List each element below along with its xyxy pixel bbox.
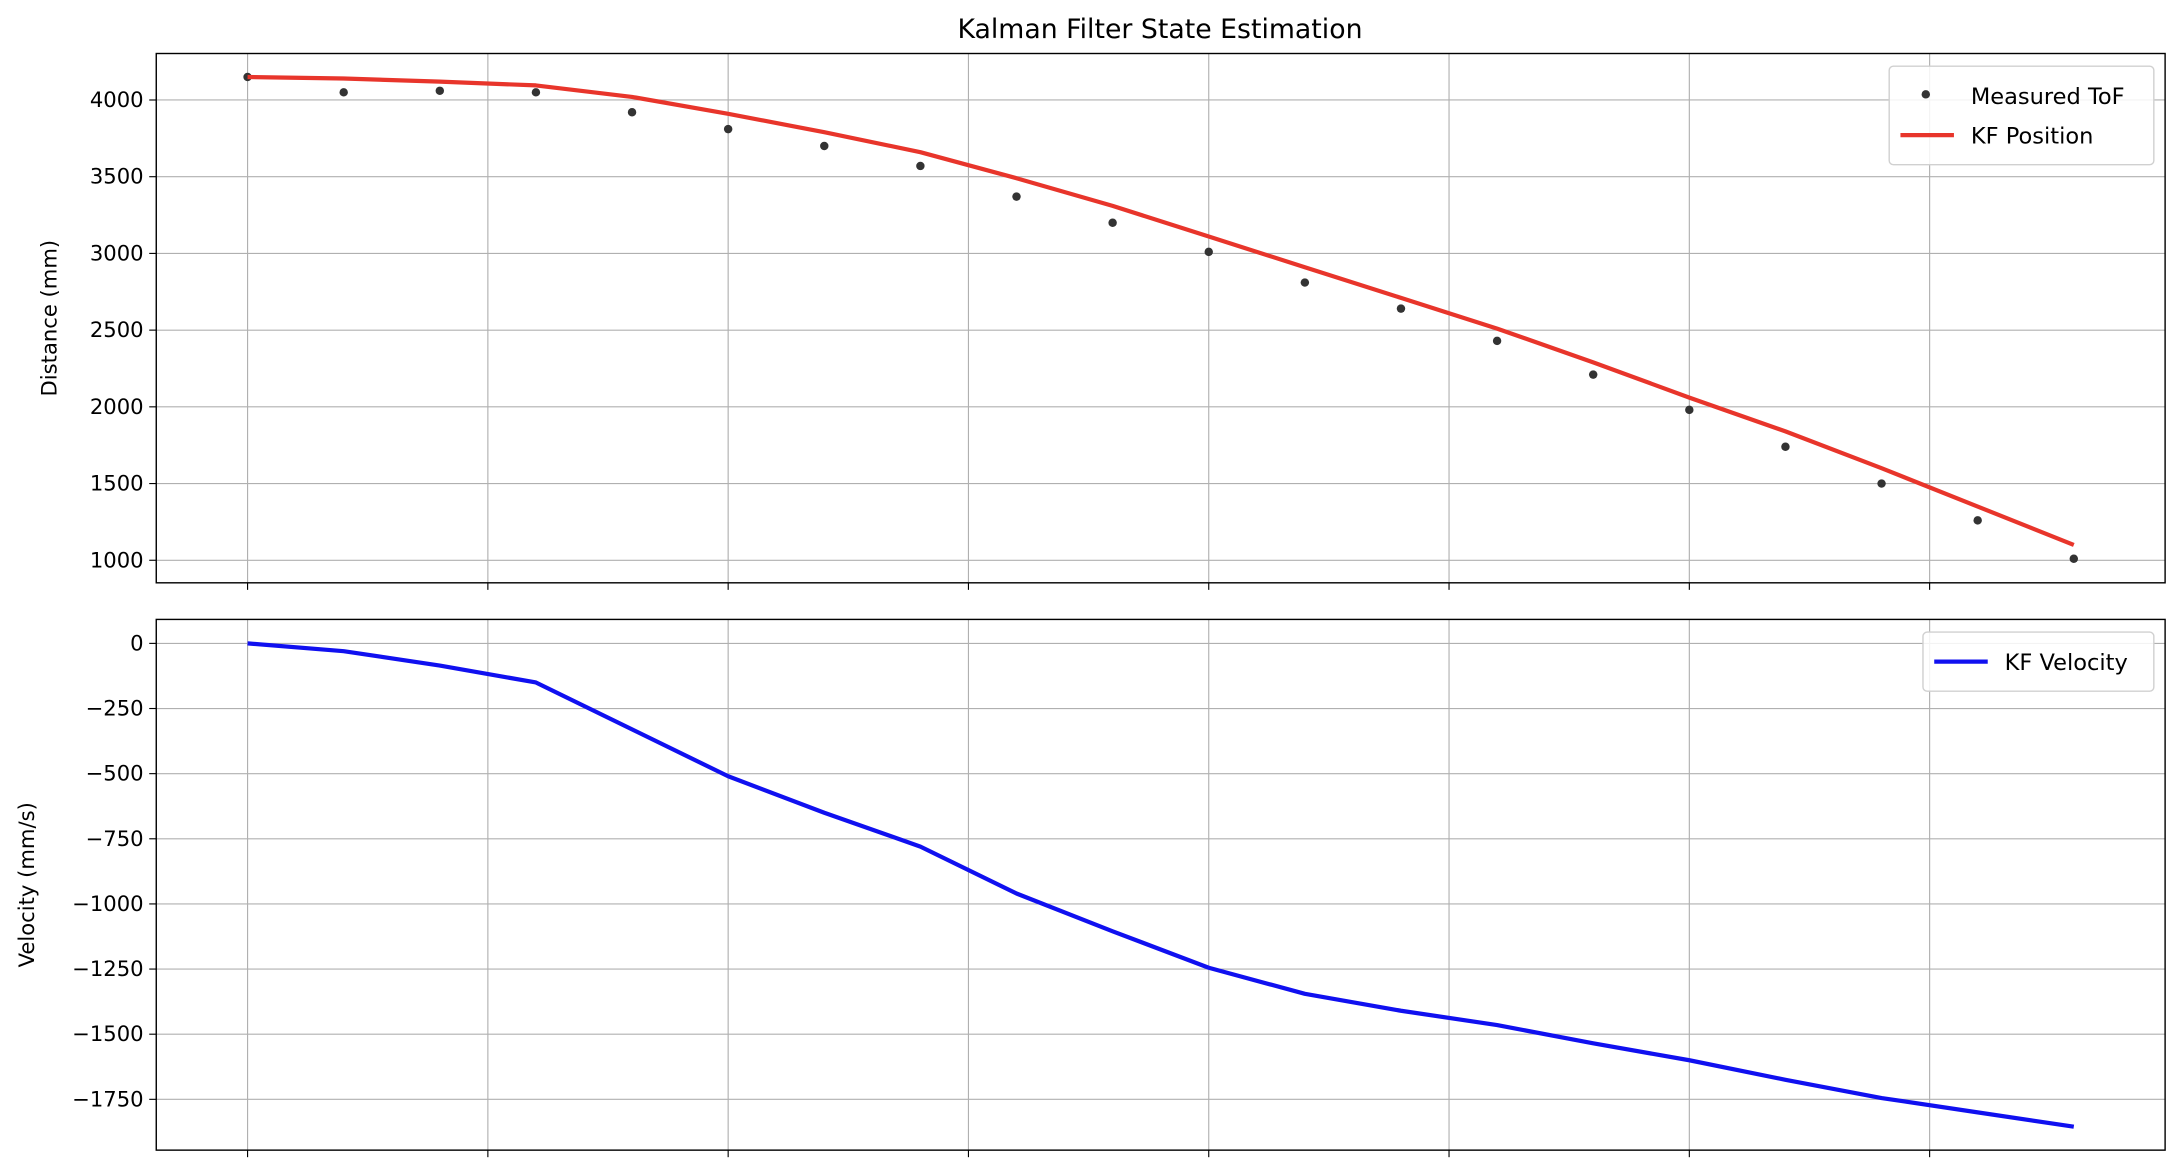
data-point xyxy=(1396,304,1406,313)
bottom-axes-velocity: 0 −250 −500 −750 −1000 −1250 −1500 −1750 Velocit… xyxy=(14,618,2166,1158)
y-tick-label: −250 xyxy=(86,696,144,721)
data-point xyxy=(1108,218,1117,227)
legend-label: KF Position xyxy=(1971,124,2094,150)
data-point xyxy=(531,88,541,97)
data-point xyxy=(339,88,348,97)
y-tick-label: 1000 xyxy=(90,547,144,572)
data-point xyxy=(916,161,925,171)
legend: Measured ToF KF Position xyxy=(1888,65,2155,166)
y-tick-label: 3000 xyxy=(90,240,144,265)
data-point xyxy=(820,141,829,151)
data-point xyxy=(1588,370,1598,379)
series-line xyxy=(247,74,2075,547)
y-tick-label: −1000 xyxy=(72,891,143,916)
data-point xyxy=(1685,405,1694,415)
data-point xyxy=(1781,442,1790,451)
top-axes-distance: 1000 1500 2000 2500 3000 3500 4000 Distance (mm… xyxy=(36,52,2166,590)
legend-box xyxy=(1922,631,2155,692)
data-point xyxy=(1973,516,1982,525)
data-point xyxy=(1012,192,1021,201)
legend-label: KF Velocity xyxy=(2005,650,2128,676)
axes-frame xyxy=(155,52,2166,584)
data-point xyxy=(723,124,733,134)
y-axis-label: Velocity (mm/s) xyxy=(14,802,39,967)
series-measured-tof xyxy=(243,72,2079,563)
y-tick-label: −1250 xyxy=(72,956,143,981)
legend-label: Measured ToF xyxy=(1971,84,2125,110)
legend: KF Velocity xyxy=(1922,631,2155,692)
y-tick-label: −500 xyxy=(86,761,144,786)
series-kf-velocity xyxy=(247,641,2075,1129)
y-tick-label: 2500 xyxy=(90,317,144,342)
data-point xyxy=(627,108,637,117)
legend-marker-icon xyxy=(1921,90,1931,99)
data-point xyxy=(2069,554,2079,563)
series-line xyxy=(247,641,2075,1129)
data-point xyxy=(1877,479,1886,488)
y-tick-label: −750 xyxy=(86,826,144,851)
series-kf-position xyxy=(247,74,2075,547)
y-tick-label: 1500 xyxy=(90,471,144,496)
data-point xyxy=(1300,278,1310,287)
y-axis-label: Distance (mm) xyxy=(36,240,61,397)
y-tick-label: −1750 xyxy=(72,1086,143,1111)
y-tick-label: 2000 xyxy=(90,394,144,419)
data-point xyxy=(1204,247,1213,257)
y-tick-label: −1500 xyxy=(72,1021,143,1046)
y-tick-label: 3500 xyxy=(90,164,144,189)
legend-box xyxy=(1888,65,2155,166)
data-point xyxy=(435,86,445,96)
chart-title: Kalman Filter State Estimation xyxy=(957,14,1362,45)
y-tick-label: 0 xyxy=(130,630,143,655)
y-tick-label: 4000 xyxy=(90,87,144,112)
axes-frame xyxy=(155,618,2166,1151)
data-point xyxy=(1492,336,1502,346)
